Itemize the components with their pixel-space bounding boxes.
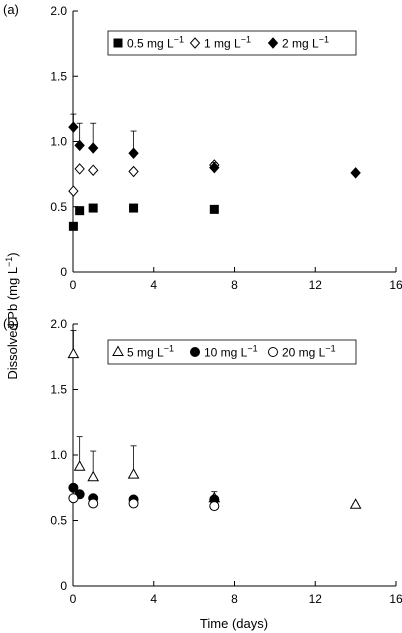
x-tick-label: 0 xyxy=(70,278,77,292)
legend-label-main: 10 mg L xyxy=(204,346,248,360)
series-2 xyxy=(68,159,220,197)
legend-label-main: 20 mg L xyxy=(282,346,326,360)
legend-label: 1 mg L−1 xyxy=(204,35,251,51)
data-point xyxy=(87,470,100,482)
legend-label-main: 5 mg L xyxy=(127,346,164,360)
y-axis-label-main: Dissolved Pb (mg L xyxy=(5,267,20,380)
x-tick-label: 0 xyxy=(70,592,77,606)
legend-marker xyxy=(267,37,279,49)
data-point xyxy=(88,498,99,509)
data-point xyxy=(209,204,219,214)
legend-marker xyxy=(268,347,278,357)
x-tick-label: 12 xyxy=(309,278,323,292)
legend-item: 0.5 mg L−1 xyxy=(113,35,184,51)
y-tick-label: 0 xyxy=(60,265,67,279)
x-tick-label: 8 xyxy=(231,592,238,606)
legend-label: 2 mg L−1 xyxy=(282,35,329,51)
data-point xyxy=(129,203,139,213)
legend-marker xyxy=(112,345,124,356)
data-point xyxy=(68,185,79,197)
legend-label: 10 mg L−1 xyxy=(204,344,258,360)
legend-item: 2 mg L−1 xyxy=(267,35,329,51)
series-3 xyxy=(68,113,361,179)
legend-label-sup: −1 xyxy=(319,35,329,45)
legend-label-main: 1 mg L xyxy=(204,37,241,51)
x-tick-label: 4 xyxy=(150,592,157,606)
data-point xyxy=(209,501,220,512)
data-point xyxy=(74,139,85,152)
y-tick-label: 0.5 xyxy=(50,200,67,214)
y-tick-label: 1.5 xyxy=(50,69,67,83)
data-point xyxy=(67,347,80,359)
legend-item: 5 mg L−1 xyxy=(112,344,174,360)
legend-label-sup: −1 xyxy=(174,35,184,45)
legend-marker xyxy=(190,347,200,357)
data-point xyxy=(68,221,78,231)
x-tick-label: 12 xyxy=(309,592,323,606)
data-point xyxy=(75,206,85,216)
data-point xyxy=(88,203,98,213)
data-point xyxy=(88,164,99,176)
y-axis-label-close: ) xyxy=(5,252,20,256)
series-1 xyxy=(68,203,219,231)
legend-item: 1 mg L−1 xyxy=(189,35,251,51)
legend-label-main: 2 mg L xyxy=(282,37,319,51)
x-tick-label: 16 xyxy=(389,592,402,606)
panel-label: (a) xyxy=(3,2,19,17)
legend-box xyxy=(107,30,357,56)
legend: 5 mg L−1 10 mg L−1 20 mg L−1 xyxy=(107,339,357,365)
data-point xyxy=(127,468,140,479)
data-point xyxy=(128,498,139,509)
legend-item: 20 mg L−1 xyxy=(268,344,336,360)
legend-box xyxy=(107,339,357,365)
series-3 xyxy=(68,493,220,512)
x-axis-label: Time (days) xyxy=(200,616,268,631)
legend-label: 0.5 mg L−1 xyxy=(127,35,184,51)
panel-a: (a)00.51.01.52.00 4 8 12 160.5 mg L−1 1 mg L−… xyxy=(3,2,402,292)
legend-marker xyxy=(113,38,123,48)
data-point xyxy=(88,142,99,154)
data-point xyxy=(68,482,79,493)
x-tick-label: 4 xyxy=(150,278,157,292)
data-point xyxy=(350,167,361,179)
data-point xyxy=(128,165,139,178)
data-point xyxy=(68,121,79,133)
legend-label: 20 mg L−1 xyxy=(282,344,336,360)
y-axis-label: Dissolved Pb (mg L−1) xyxy=(4,252,20,379)
y-tick-label: 2.0 xyxy=(50,317,67,331)
panel-label: (b) xyxy=(3,316,19,331)
x-tick-label: 16 xyxy=(389,278,402,292)
data-point xyxy=(74,163,85,175)
y-tick-label: 2.0 xyxy=(50,4,67,18)
legend-label-sup: −1 xyxy=(164,344,174,354)
y-tick-label: 0.5 xyxy=(50,514,67,528)
data-point xyxy=(68,493,79,504)
y-tick-label: 1.0 xyxy=(50,448,67,462)
legend-label-main: 0.5 mg L xyxy=(127,37,174,51)
legend-marker xyxy=(189,37,201,49)
data-point xyxy=(209,161,220,174)
legend-label-sup: −1 xyxy=(325,344,335,354)
data-point xyxy=(73,460,86,471)
y-axis-label-sup: −1 xyxy=(4,257,14,267)
panel-b: (b)00.51.01.52.00 4 8 12 165 mg L−1 10 mg L−1… xyxy=(3,316,402,606)
legend-label-sup: −1 xyxy=(247,344,257,354)
legend-label: 5 mg L−1 xyxy=(127,344,174,360)
y-tick-label: 0 xyxy=(60,579,67,593)
x-tick-label: 8 xyxy=(231,278,238,292)
y-tick-label: 1.0 xyxy=(50,135,67,149)
data-point xyxy=(349,498,362,509)
data-point xyxy=(128,147,139,159)
legend-label-sup: −1 xyxy=(241,35,251,45)
legend: 0.5 mg L−1 1 mg L−1 2 mg L−1 xyxy=(107,30,357,56)
legend-item: 10 mg L−1 xyxy=(190,344,258,360)
y-tick-label: 1.5 xyxy=(50,383,67,397)
